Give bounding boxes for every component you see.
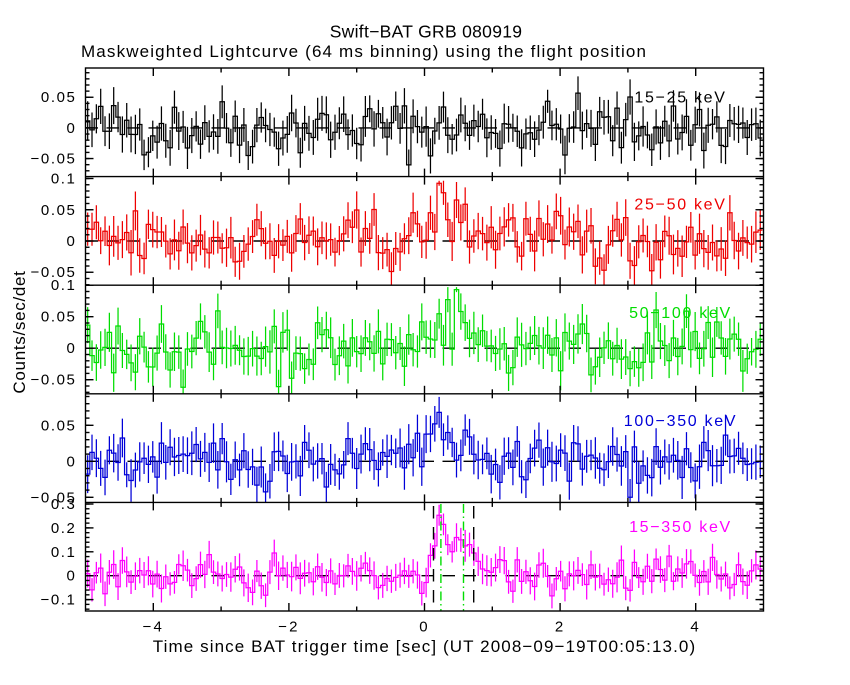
svg-text:−0.05: −0.05 <box>31 372 77 389</box>
svg-text:−0.05: −0.05 <box>31 151 77 168</box>
svg-text:0.05: 0.05 <box>41 89 77 106</box>
svg-text:0: 0 <box>67 568 77 585</box>
svg-text:0.1: 0.1 <box>51 544 77 561</box>
svg-text:−0.05: −0.05 <box>31 489 77 506</box>
svg-text:0.1: 0.1 <box>51 171 77 188</box>
svg-text:15−350 keV: 15−350 keV <box>629 519 732 536</box>
svg-text:Counts/sec/det: Counts/sec/det <box>10 270 29 393</box>
svg-text:0.3: 0.3 <box>51 496 77 513</box>
svg-text:Time since BAT trigger time [s: Time since BAT trigger time [sec] (UT 20… <box>153 637 697 656</box>
svg-text:25−50 keV: 25−50 keV <box>634 197 726 214</box>
svg-text:2: 2 <box>555 619 566 636</box>
svg-text:Swift−BAT GRB 080919: Swift−BAT GRB 080919 <box>330 22 523 42</box>
svg-text:0.05: 0.05 <box>41 309 77 326</box>
svg-text:0.2: 0.2 <box>51 520 77 537</box>
svg-text:15−25 keV: 15−25 keV <box>634 89 726 106</box>
svg-text:0: 0 <box>419 619 430 636</box>
svg-text:0: 0 <box>67 120 77 137</box>
svg-text:0: 0 <box>67 453 77 470</box>
svg-text:0.1: 0.1 <box>51 277 77 294</box>
svg-text:0: 0 <box>67 340 77 357</box>
svg-text:100−350 keV: 100−350 keV <box>624 413 737 430</box>
svg-text:4: 4 <box>690 619 701 636</box>
svg-text:−0.1: −0.1 <box>40 592 76 609</box>
svg-text:50−100 keV: 50−100 keV <box>629 305 732 322</box>
svg-text:−4: −4 <box>143 619 165 636</box>
svg-text:0.05: 0.05 <box>41 417 77 434</box>
svg-text:−2: −2 <box>278 619 300 636</box>
svg-text:0.05: 0.05 <box>41 202 77 219</box>
svg-text:Maskweighted Lightcurve (64 ms: Maskweighted Lightcurve (64 ms binning) … <box>81 42 647 61</box>
svg-text:−0.05: −0.05 <box>31 264 77 281</box>
svg-text:0: 0 <box>67 233 77 250</box>
